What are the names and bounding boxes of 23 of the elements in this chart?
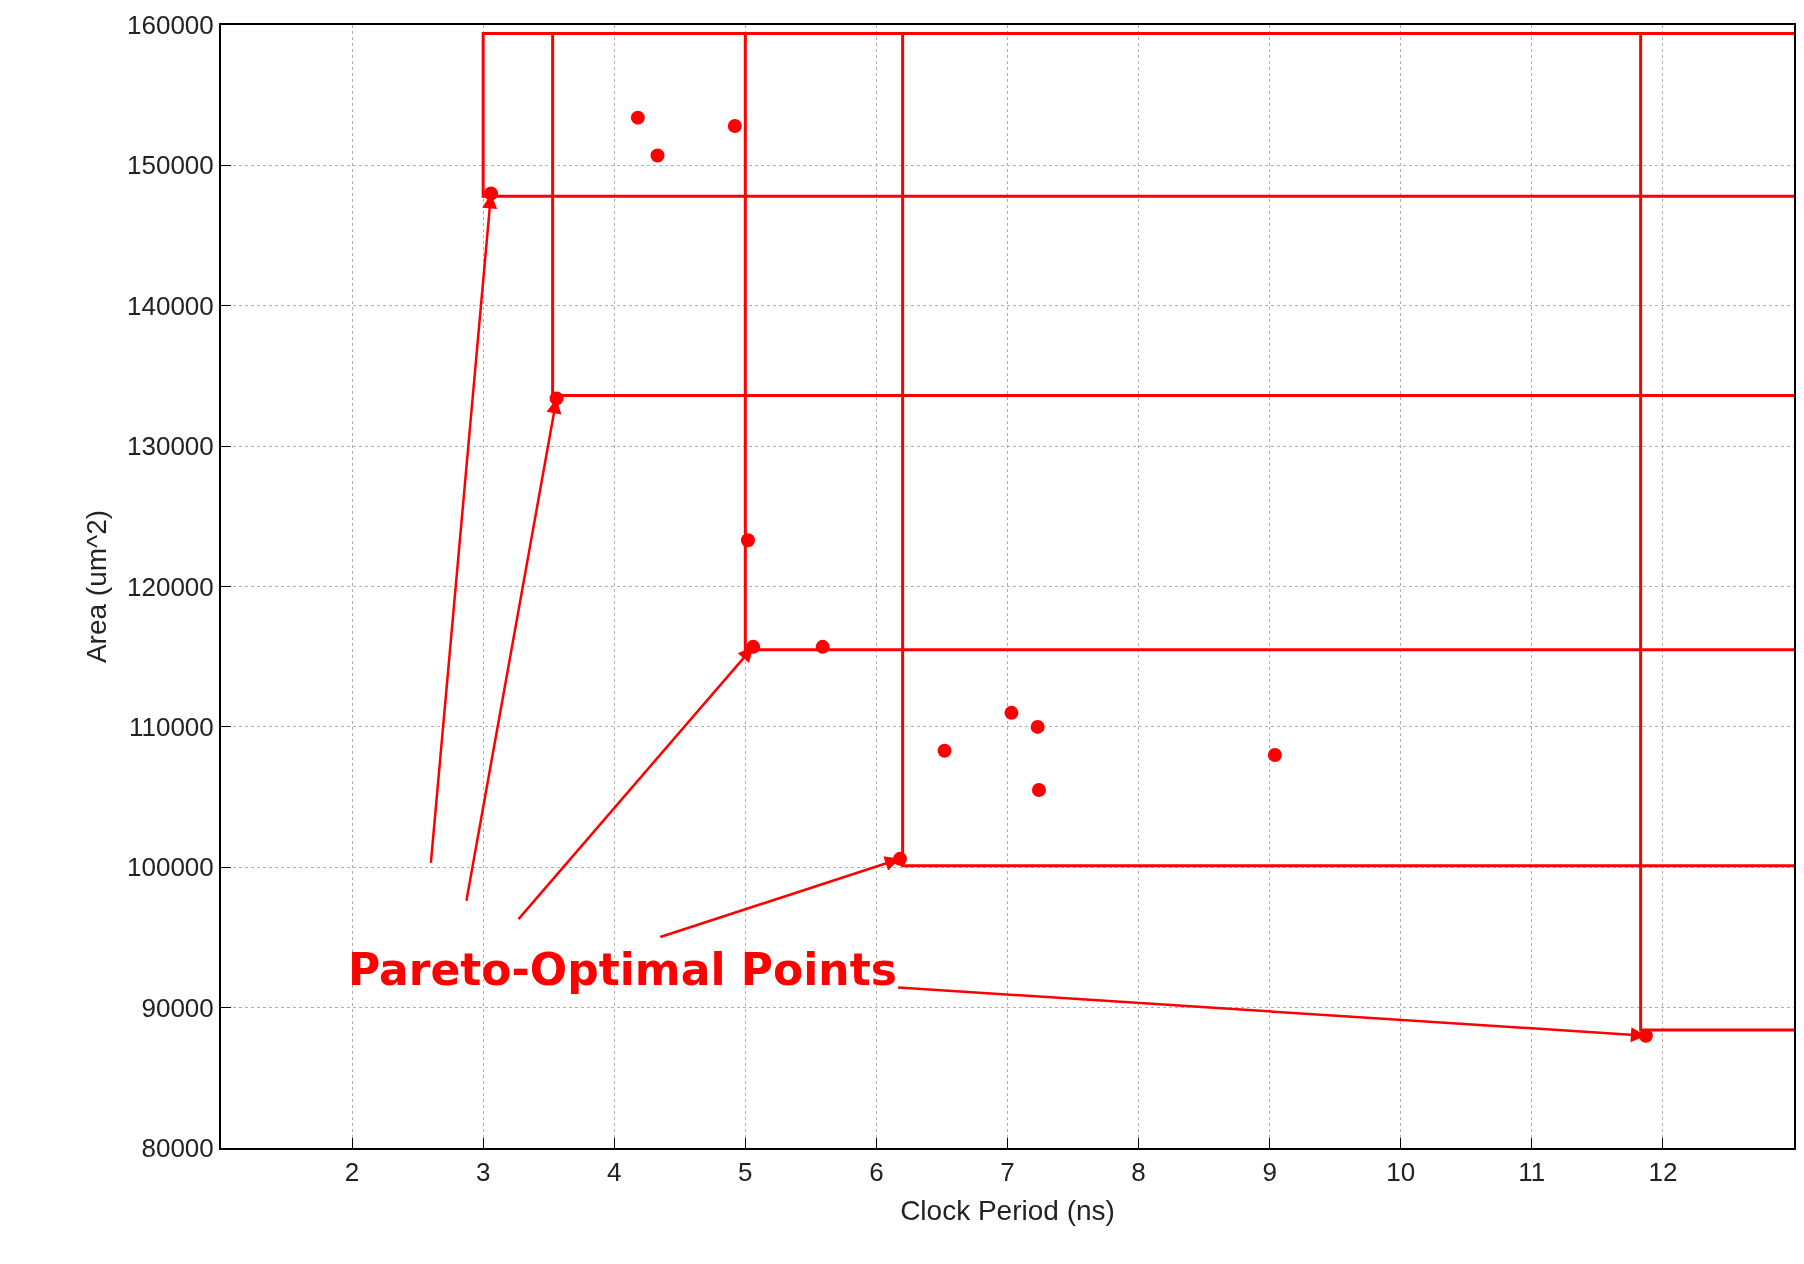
annotation: Pareto-Optimal Points bbox=[348, 944, 897, 995]
y-tick-label: 120000 bbox=[127, 571, 214, 602]
x-tick-label: 2 bbox=[344, 1157, 360, 1188]
y-tick-label: 150000 bbox=[127, 150, 214, 181]
x-axis-title: Clock Period (ns) bbox=[900, 1194, 1115, 1226]
x-tick-label: 12 bbox=[1648, 1157, 1678, 1188]
x-tick-label: 5 bbox=[738, 1157, 753, 1188]
y-axis-title: Area (um^2) bbox=[81, 509, 113, 664]
x-tick-label: 4 bbox=[607, 1157, 622, 1188]
x-tick-label: 11 bbox=[1518, 1157, 1546, 1188]
y-tick-label: 160000 bbox=[127, 10, 214, 41]
y-tick-label: 110000 bbox=[128, 711, 214, 742]
x-tick-label: 8 bbox=[1131, 1157, 1146, 1188]
y-tick-label: 80000 bbox=[141, 1133, 214, 1164]
x-tick-label: 7 bbox=[1000, 1157, 1015, 1188]
y-tick-label: 140000 bbox=[127, 290, 214, 321]
y-tick-label: 100000 bbox=[127, 852, 214, 883]
x-tick-label: 3 bbox=[475, 1157, 491, 1188]
y-tick-label: 130000 bbox=[127, 431, 214, 462]
x-tick-label: 10 bbox=[1386, 1157, 1416, 1188]
y-tick-label: 90000 bbox=[141, 992, 214, 1023]
x-tick-label: 9 bbox=[1262, 1157, 1277, 1188]
x-tick-label: 6 bbox=[869, 1157, 884, 1188]
